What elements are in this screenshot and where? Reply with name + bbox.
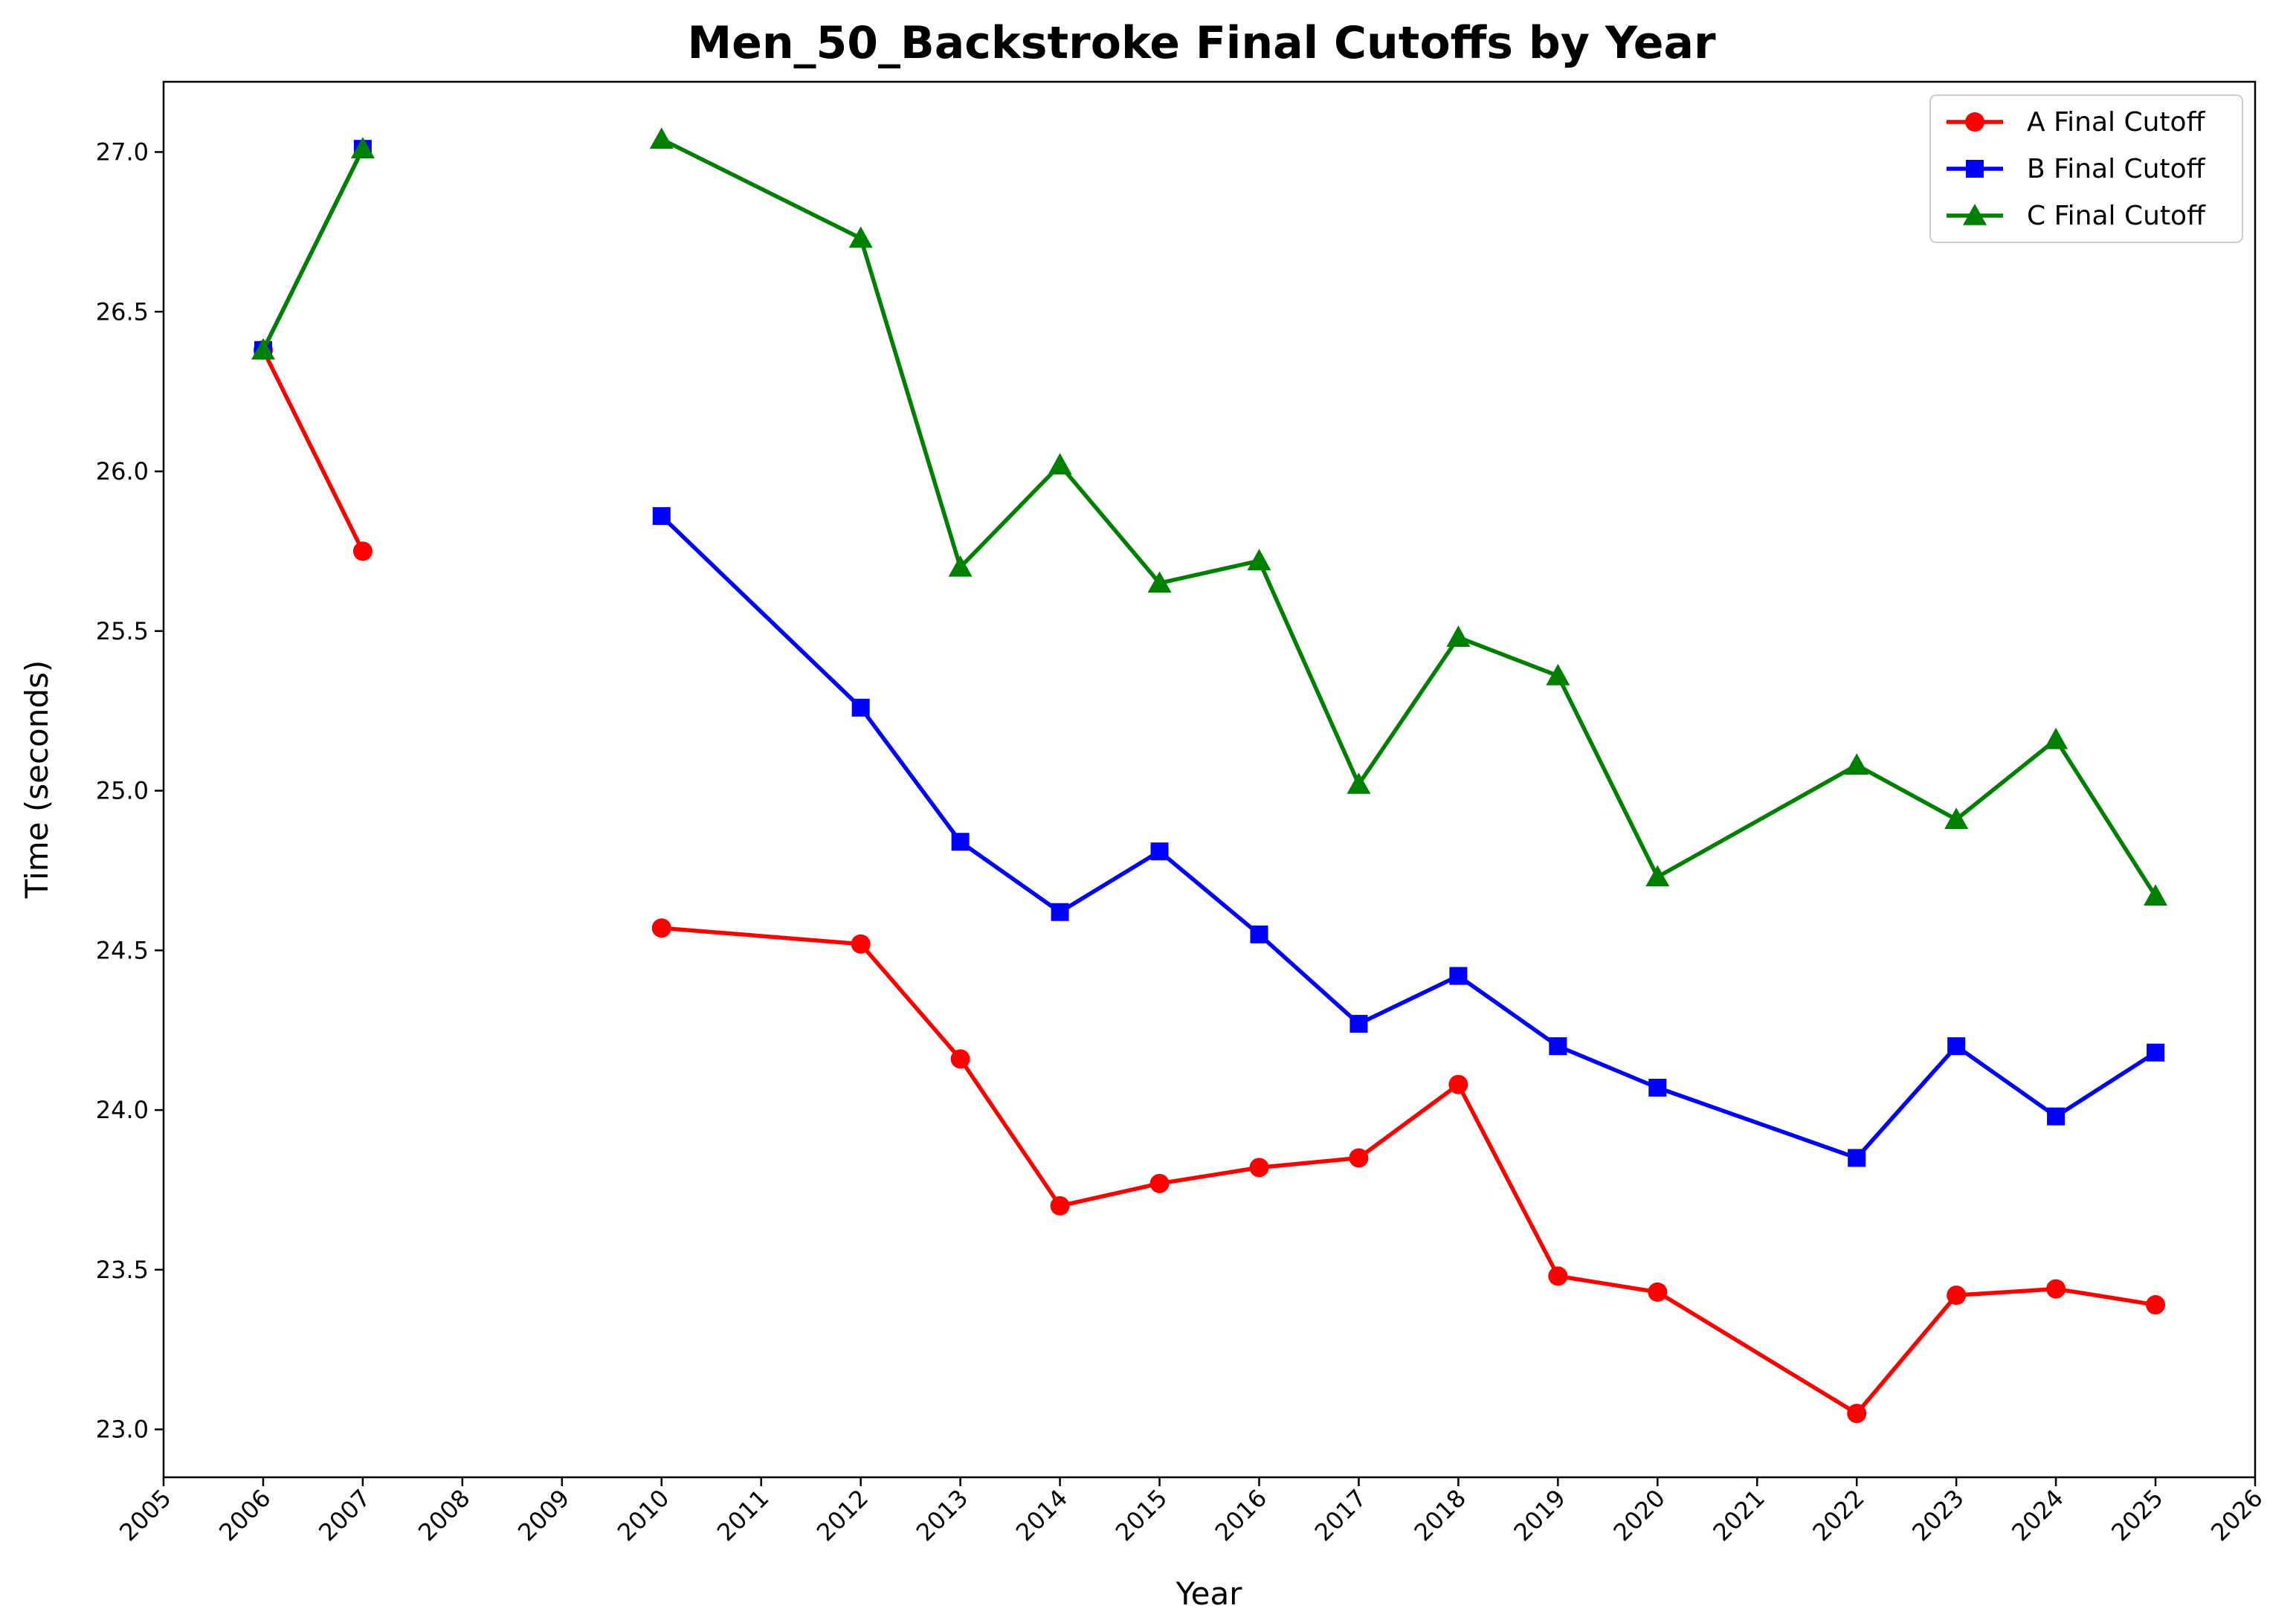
data-point <box>1150 842 1169 861</box>
data-point <box>2047 1107 2066 1126</box>
data-point <box>1347 772 1371 794</box>
series-line <box>660 514 2157 1161</box>
data-point <box>1449 967 1468 985</box>
data-point <box>2044 727 2068 749</box>
data-point <box>1947 1037 1966 1056</box>
data-point <box>2046 1279 2066 1299</box>
data-point <box>1845 753 1869 775</box>
data-point <box>1947 1285 1967 1306</box>
data-point <box>948 555 973 577</box>
data-point <box>1051 903 1069 921</box>
y-axis-title: Time (seconds) <box>19 660 55 900</box>
data-point <box>1546 663 1570 685</box>
data-point <box>1847 1404 1867 1424</box>
data-point <box>651 918 671 938</box>
y-tick-label: 24.5 <box>96 936 149 964</box>
y-tick-label: 23.0 <box>96 1416 149 1444</box>
data-point <box>1446 625 1471 648</box>
plot-area <box>162 80 2257 1479</box>
data-point <box>1944 807 1969 829</box>
data-point <box>851 698 870 717</box>
y-tick-label: 27.0 <box>96 138 149 166</box>
data-point <box>1250 925 1268 943</box>
data-point <box>851 934 871 954</box>
data-point <box>951 833 970 851</box>
y-tick-label: 26.0 <box>96 457 149 485</box>
legend-marker <box>1966 160 1984 178</box>
data-point <box>1548 1266 1568 1286</box>
series-c <box>251 127 2168 906</box>
data-point <box>1848 1149 1866 1167</box>
legend-marker <box>1963 204 1987 225</box>
data-point <box>1247 549 1271 571</box>
series-line <box>660 137 2158 897</box>
data-point <box>1147 571 1172 593</box>
legend: A Final Cutoff B Final Cutoff C Final Cuto… <box>1929 94 2243 243</box>
legend-item: B Final Cutoff <box>1947 154 2206 184</box>
chart-title: Men_50_Backstroke Final Cutoffs by Year <box>687 17 1716 69</box>
series-a <box>253 340 2166 1424</box>
y-tick-label: 25.5 <box>96 617 149 645</box>
legend-item: C Final Cutoff <box>1947 201 2206 231</box>
x-axis-title: Year <box>1176 1575 1243 1612</box>
y-tick-label: 24.0 <box>96 1096 149 1124</box>
y-tick-label: 25.0 <box>96 777 149 805</box>
legend-label: C Final Cutoff <box>2027 201 2206 231</box>
data-point <box>950 1049 970 1069</box>
series-line <box>261 349 365 552</box>
data-point <box>2147 1043 2165 1062</box>
legend-box <box>1929 94 2243 243</box>
data-point <box>350 137 375 158</box>
y-tick-label: 23.5 <box>96 1256 149 1284</box>
series-line <box>661 926 2156 1416</box>
y-tick-label: 26.5 <box>96 297 149 326</box>
legend-marker <box>1965 112 1984 132</box>
data-point <box>1448 1074 1468 1094</box>
data-point <box>1549 1037 1567 1056</box>
series-layer <box>251 127 2168 1424</box>
data-point <box>1149 1173 1170 1193</box>
data-point <box>352 541 373 561</box>
data-point <box>1648 1282 1668 1302</box>
data-point <box>1349 1148 1369 1168</box>
data-point <box>649 127 674 149</box>
data-point <box>1249 1158 1269 1178</box>
data-point <box>652 507 671 526</box>
data-point <box>2146 1295 2166 1315</box>
data-point <box>2144 884 2168 906</box>
y-axis: 23.0 23.5 24.0 24.5 25.0 25.5 26.0 26.5 27.0 <box>96 138 164 1444</box>
data-point <box>1349 1015 1368 1033</box>
series-line <box>261 147 365 352</box>
data-point <box>848 226 873 248</box>
legend-label: B Final Cutoff <box>2027 154 2206 184</box>
legend-item: A Final Cutoff <box>1947 107 2206 138</box>
data-point <box>1050 1196 1070 1216</box>
data-point <box>1048 453 1072 475</box>
legend-label: A Final Cutoff <box>2027 107 2206 138</box>
data-point <box>1645 865 1670 887</box>
data-point <box>251 338 275 360</box>
data-point <box>1648 1078 1667 1097</box>
